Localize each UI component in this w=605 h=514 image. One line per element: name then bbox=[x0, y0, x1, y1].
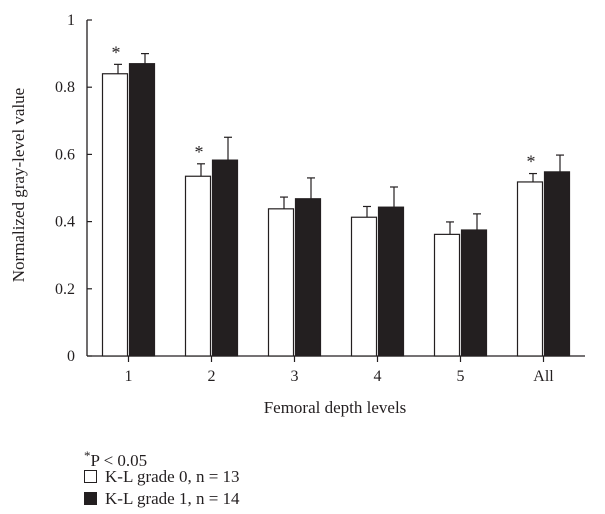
bar-series-0 bbox=[350, 216, 378, 357]
bar-series-0 bbox=[433, 233, 461, 357]
bars: * * * bbox=[101, 42, 571, 357]
bar-series-1 bbox=[460, 229, 488, 357]
bar-series-0 bbox=[101, 73, 129, 357]
axes: 0 0.2 0.4 0.6 0.8 1 1 2 3 4 5 All bbox=[55, 12, 585, 385]
significance-star: * bbox=[84, 448, 91, 463]
significance-note: *P < 0.05 bbox=[84, 446, 147, 471]
bar-series-1 bbox=[128, 63, 156, 357]
x-tick-label: 1 bbox=[125, 368, 133, 385]
bar-series-1 bbox=[543, 171, 571, 357]
x-axis-title: Femoral depth levels bbox=[264, 398, 407, 417]
bar-series-1 bbox=[377, 206, 405, 357]
significance-star-marker: * bbox=[527, 152, 536, 172]
bar-series-1 bbox=[294, 198, 322, 357]
legend-item-grade-1: K-L grade 1, n = 14 bbox=[84, 489, 240, 509]
bar-series-0 bbox=[516, 181, 544, 357]
significance-text: P < 0.05 bbox=[90, 451, 148, 470]
bar-series-0 bbox=[184, 175, 212, 357]
legend-swatch-grade-1 bbox=[84, 492, 97, 505]
bar-series-0 bbox=[267, 208, 295, 357]
y-tick-label: 0.8 bbox=[55, 79, 75, 96]
y-tick-label: 0.6 bbox=[55, 146, 75, 163]
legend-item-grade-0: K-L grade 0, n = 13 bbox=[84, 467, 240, 487]
bar-chart: 0 0.2 0.4 0.6 0.8 1 1 2 3 4 5 All * * * Normalized gr… bbox=[9, 12, 585, 417]
y-tick-label: 1 bbox=[67, 12, 75, 29]
significance-star-marker: * bbox=[112, 42, 121, 62]
legend-label-grade-0: K-L grade 0, n = 13 bbox=[105, 467, 240, 486]
x-tick-label: All bbox=[533, 368, 554, 385]
x-tick-label: 5 bbox=[457, 368, 465, 385]
legend-label-grade-1: K-L grade 1, n = 14 bbox=[105, 489, 240, 508]
y-tick-label: 0.4 bbox=[55, 214, 75, 231]
y-tick-label: 0.2 bbox=[55, 281, 75, 298]
x-tick-label: 4 bbox=[374, 368, 382, 385]
x-tick-label: 3 bbox=[291, 368, 299, 385]
significance-star-marker: * bbox=[195, 142, 204, 162]
x-tick-label: 2 bbox=[208, 368, 216, 385]
legend-swatch-grade-0 bbox=[84, 470, 97, 483]
y-tick-label: 0 bbox=[67, 348, 75, 365]
bar-series-1 bbox=[211, 159, 239, 357]
y-axis-title: Normalized gray-level value bbox=[9, 88, 28, 282]
